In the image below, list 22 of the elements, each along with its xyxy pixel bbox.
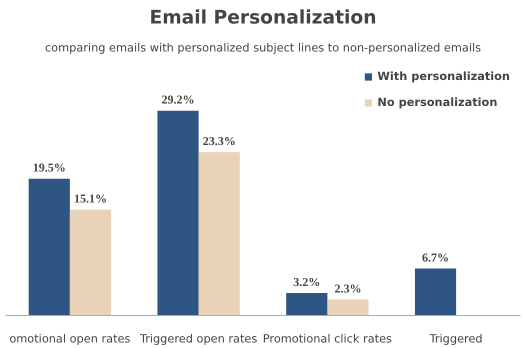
bar [157,110,199,316]
data-label: 3.2% [293,275,320,290]
bar [414,268,456,316]
x-tick-label: Triggered [428,332,483,346]
bar [327,299,369,316]
x-tick-label: Promotional click rates [262,332,392,346]
data-label: 6.7% [422,250,450,265]
legend-label: With personalization [377,69,510,83]
chart-subtitle: comparing emails with personalized subject lines to non-personalized emails [44,40,482,54]
data-label: 29.2% [162,92,195,107]
bar [70,210,112,316]
x-tick-label: Triggered open rates [138,332,258,346]
bar [28,178,70,316]
data-label: 19.5% [32,160,66,175]
bar [286,293,328,316]
data-label: 23.3% [202,134,236,148]
chart-title: Email Personalization [149,8,377,28]
data-label: 15.1% [74,192,107,206]
legend-label: No personalization [377,95,498,109]
bar [198,152,240,316]
data-label: 2.3% [334,281,362,296]
x-tick-label: omotional open rates [9,332,131,346]
